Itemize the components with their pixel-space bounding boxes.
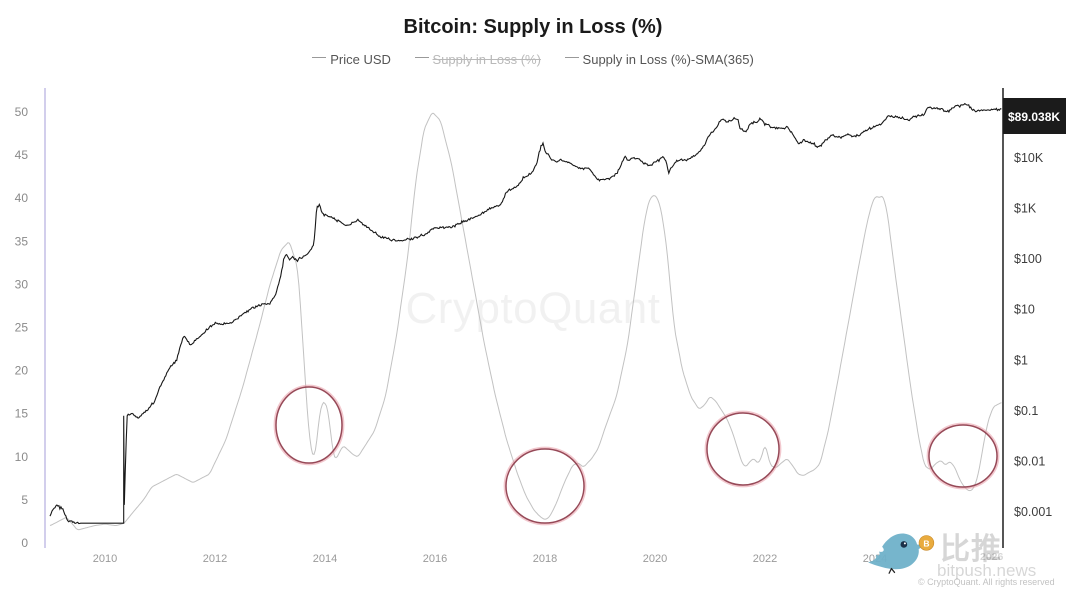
svg-text:25: 25 [15,321,29,335]
svg-text:15: 15 [15,407,29,421]
svg-text:10: 10 [15,450,29,464]
svg-text:$10: $10 [1014,303,1035,317]
svg-text:$10K: $10K [1014,151,1044,165]
svg-text:$100: $100 [1014,252,1042,266]
svg-text:2012: 2012 [203,553,227,565]
svg-text:2016: 2016 [423,553,447,565]
svg-text:$0.01: $0.01 [1014,454,1045,468]
svg-text:50: 50 [15,105,29,119]
svg-text:5: 5 [21,493,28,507]
svg-text:2022: 2022 [753,553,777,565]
svg-text:2020: 2020 [643,553,667,565]
svg-text:40: 40 [15,191,29,205]
svg-text:$1: $1 [1014,353,1028,367]
svg-text:20: 20 [15,364,29,378]
svg-text:30: 30 [15,277,29,291]
svg-text:$89.038K: $89.038K [1008,110,1060,124]
svg-text:$0.1: $0.1 [1014,404,1038,418]
svg-text:B: B [923,538,929,548]
svg-text:2018: 2018 [533,553,557,565]
svg-text:35: 35 [15,234,29,248]
svg-text:$1K: $1K [1014,202,1037,216]
svg-text:2014: 2014 [313,553,337,565]
svg-text:2010: 2010 [93,553,117,565]
svg-text:0: 0 [21,536,28,550]
svg-text:$0.001: $0.001 [1014,505,1052,519]
svg-text:45: 45 [15,148,29,162]
